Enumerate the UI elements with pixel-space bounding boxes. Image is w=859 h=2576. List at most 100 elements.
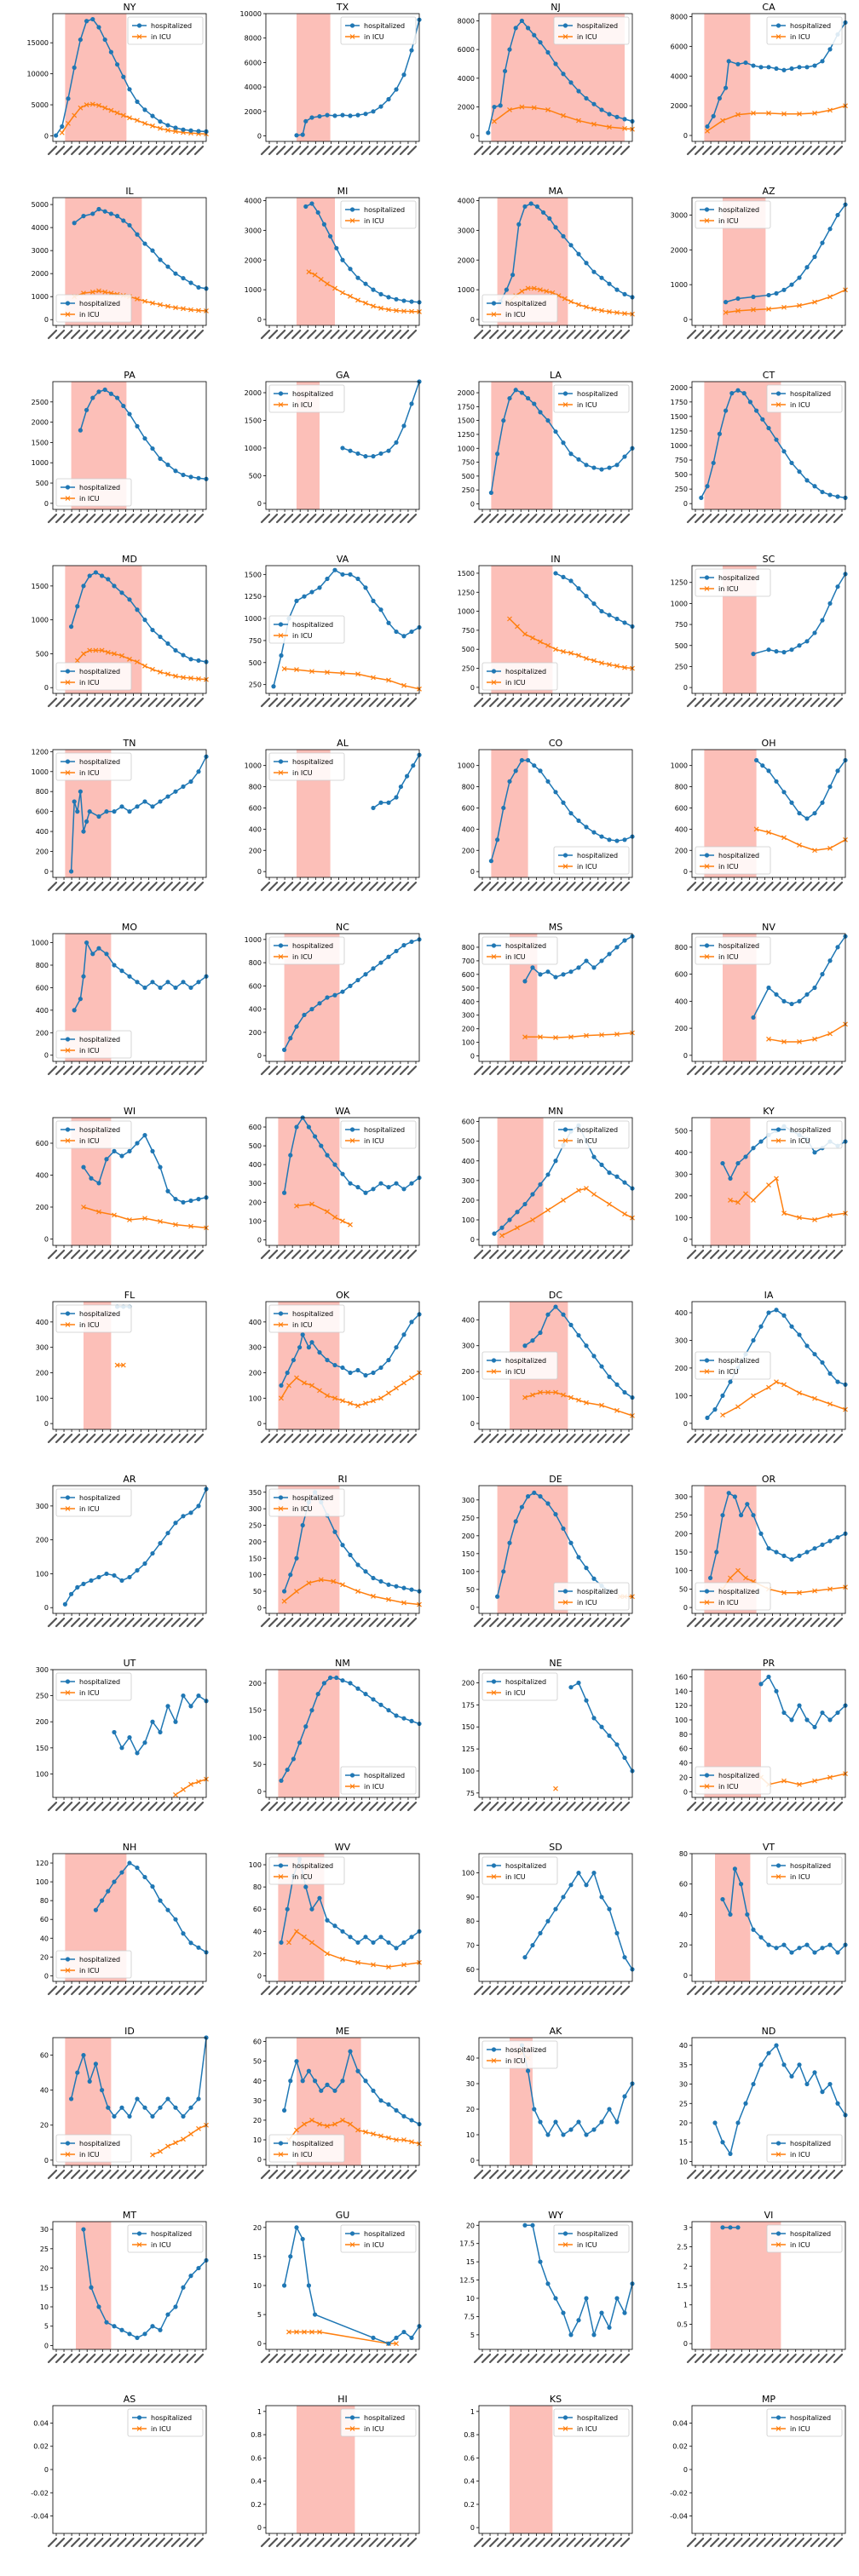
legend-marker: [562, 34, 568, 39]
legend-label: in ICU: [505, 953, 526, 961]
icu-point: [142, 1216, 147, 1222]
icu-point: [561, 112, 566, 118]
x-tick-label: [489, 1433, 499, 1444]
axes-frame: [265, 933, 420, 1062]
y-tick-label: 15: [466, 2258, 475, 2266]
x-tick-label: [504, 2169, 515, 2180]
x-tick-label: [399, 1433, 410, 1444]
hospitalized-point: [758, 1682, 764, 1687]
y-tick-label: 100: [36, 1878, 49, 1886]
x-tick-label: [155, 2537, 165, 2548]
legend-box: [481, 2040, 558, 2069]
x-tick-label: [314, 1249, 325, 1260]
icu-point: [81, 1205, 86, 1210]
x-tick-label: [558, 697, 568, 708]
x-tick-label: [291, 697, 302, 708]
legend-box: [481, 1856, 558, 1885]
hospitalized-point: [294, 1024, 299, 1029]
x-tick-label: [741, 2169, 751, 2180]
icu-point: [735, 1567, 741, 1573]
hospitalized-point: [526, 2068, 531, 2073]
hospitalized-point: [142, 1740, 147, 1745]
y-tick-label: 100: [675, 1567, 688, 1575]
hospitalized-point: [378, 1365, 383, 1371]
x-tick-label: [86, 881, 96, 892]
x-tick-label: [771, 1801, 781, 1812]
x-tick-label: [520, 697, 530, 708]
y-tick-label: 800: [36, 788, 49, 796]
hospitalized-point: [797, 1553, 802, 1558]
hospitalized-point: [355, 576, 360, 582]
icu-point: [531, 285, 537, 291]
x-tick-label: [597, 2169, 607, 2180]
x-tick-label: [589, 1985, 599, 1996]
hospitalized-point: [127, 1860, 132, 1866]
legend-marker: [278, 1311, 284, 1316]
x-tick-label: [322, 1249, 332, 1260]
hospitalized-point: [142, 241, 147, 246]
hospitalized-point: [75, 604, 80, 609]
x-tick-label: [368, 1249, 378, 1260]
hospitalized-point: [766, 65, 771, 70]
x-tick-label: [155, 2169, 165, 2180]
legend-marker: [775, 402, 781, 407]
x-tick-label: [63, 881, 73, 892]
panel-title: CA: [762, 2, 775, 13]
legend-marker: [65, 1048, 71, 1053]
x-tick-label: [276, 329, 286, 340]
legend-label: hospitalized: [790, 2140, 831, 2148]
hospitalized-point: [398, 784, 403, 790]
hospitalized-point: [530, 2222, 535, 2228]
hospitalized-point: [90, 211, 95, 216]
x-tick-label: [299, 145, 309, 156]
icu-point: [401, 2137, 406, 2142]
hospitalized-point: [378, 1935, 383, 1940]
x-tick-label: [574, 2537, 584, 2548]
panel-title: NV: [762, 922, 775, 933]
icu-point: [371, 1398, 376, 1404]
hospitalized-series: [72, 206, 209, 291]
hospitalized-point: [538, 410, 543, 415]
hospitalized-point: [66, 96, 71, 101]
hospitalized-point: [781, 790, 787, 795]
hospitalized-point: [584, 95, 589, 101]
legend-label: hospitalized: [577, 2230, 618, 2238]
axes-frame: [52, 1117, 207, 1246]
y-tick-label: 120: [675, 1702, 688, 1710]
x-tick-label: [756, 329, 766, 340]
hospitalized-point: [340, 989, 345, 994]
y-tick-label: 0: [683, 684, 688, 692]
x-tick-label: [71, 1617, 81, 1628]
x-tick-label: [109, 329, 119, 340]
x-tick-label: [178, 2537, 188, 2548]
x-tick-label: [748, 697, 758, 708]
hospitalized-point: [181, 1931, 186, 1936]
y-tick-label: 1250: [671, 428, 688, 435]
x-tick-label: [140, 2353, 150, 2364]
panel-title: MD: [122, 554, 137, 565]
axes-frame: [265, 1669, 420, 1798]
icu-point: [394, 1385, 399, 1391]
x-tick-label: [71, 1249, 81, 1260]
legend-marker: [775, 2141, 781, 2146]
y-tick-label: 60: [40, 2052, 49, 2060]
x-tick-label: [802, 2353, 812, 2364]
hospitalized-point: [297, 1740, 303, 1745]
icu-point: [614, 310, 620, 315]
icu-point: [607, 124, 612, 130]
x-tick-label: [702, 1065, 712, 1076]
x-tick-label: [551, 2169, 561, 2180]
x-tick-label: [779, 145, 789, 156]
hospitalized-point: [394, 1181, 399, 1186]
hospitalized-point: [127, 411, 132, 417]
icu-point: [355, 1589, 360, 1594]
icu-point: [766, 830, 771, 836]
hospitalized-series: [69, 570, 209, 664]
x-tick-label: [299, 1065, 309, 1076]
hospitalized-point: [309, 1340, 314, 1345]
x-tick-label: [147, 881, 158, 892]
y-tick-label: 2000: [32, 270, 49, 278]
legend-label: in ICU: [292, 769, 313, 777]
x-tick-label: [86, 2537, 96, 2548]
